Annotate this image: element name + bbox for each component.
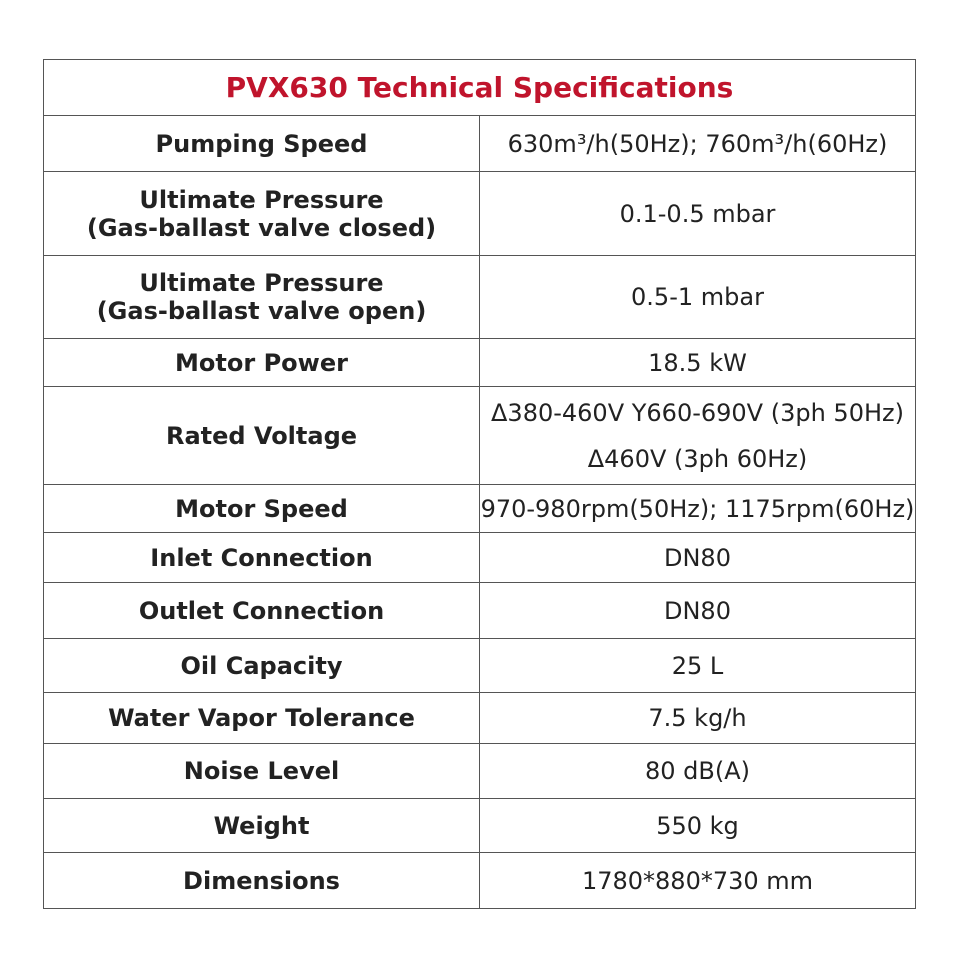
spec-value: DN80 — [479, 582, 916, 639]
spec-row: Ultimate Pressure (Gas-ballast valve clos… — [43, 171, 916, 256]
spec-value: 550 kg — [479, 798, 916, 853]
cell-line: 630m³/h(50Hz); 760m³/h(60Hz) — [507, 129, 888, 158]
cell-line: Δ460V (3ph 60Hz) — [587, 444, 808, 473]
spec-label: Ultimate Pressure (Gas-ballast valve clos… — [43, 171, 480, 256]
spec-label: Pumping Speed — [43, 115, 480, 172]
cell-line: Weight — [213, 811, 310, 840]
cell-line: Δ380-460V Y660-690V (3ph 50Hz) — [491, 398, 904, 427]
spec-label: Rated Voltage — [43, 386, 480, 485]
spec-value: 7.5 kg/h — [479, 692, 916, 744]
spec-row: Oil Capacity 25 L — [43, 638, 916, 693]
cell-line: (Gas-ballast valve closed) — [86, 213, 437, 242]
cell-line: Dimensions — [183, 866, 340, 895]
spec-row: Pumping Speed 630m³/h(50Hz); 760m³/h(60Hz… — [43, 115, 916, 172]
spec-value: 0.5-1 mbar — [479, 255, 916, 339]
spec-value: 80 dB(A) — [479, 743, 916, 799]
spec-value: Δ380-460V Y660-690V (3ph 50Hz) Δ460V (3ph… — [479, 386, 916, 485]
cell-line: 0.5-1 mbar — [631, 283, 764, 311]
spec-label: Water Vapor Tolerance — [43, 692, 480, 744]
spec-value: 0.1-0.5 mbar — [479, 171, 916, 256]
spec-label: Motor Power — [43, 338, 480, 387]
cell-line: Ultimate Pressure — [139, 269, 384, 297]
spec-row: Weight 550 kg — [43, 798, 916, 853]
table-title: PVX630 Technical Specifications — [43, 59, 916, 116]
cell-line: Rated Voltage — [165, 421, 358, 450]
cell-line: Pumping Speed — [155, 129, 368, 158]
spec-row: Noise Level 80 dB(A) — [43, 743, 916, 799]
cell-line: Inlet Connection — [150, 543, 373, 572]
spec-label: Noise Level — [43, 743, 480, 799]
spec-row: Dimensions 1780*880*730 mm — [43, 852, 916, 909]
spec-label: Oil Capacity — [43, 638, 480, 693]
cell-line: Water Vapor Tolerance — [108, 704, 415, 732]
spec-value: 970-980rpm(50Hz); 1175rpm(60Hz) — [479, 484, 916, 533]
spec-row: Motor Power 18.5 kW — [43, 338, 916, 387]
spec-label: Motor Speed — [43, 484, 480, 533]
spec-row: Outlet Connection DN80 — [43, 582, 916, 639]
cell-line: Motor Speed — [175, 494, 348, 523]
title-row: PVX630 Technical Specifications — [43, 59, 916, 116]
cell-line: 550 kg — [656, 811, 739, 840]
spec-label: Dimensions — [43, 852, 480, 909]
spec-label: Inlet Connection — [43, 532, 480, 583]
cell-line: Outlet Connection — [138, 596, 385, 625]
cell-line: Motor Power — [175, 348, 348, 377]
spec-label: Outlet Connection — [43, 582, 480, 639]
cell-line: Noise Level — [183, 757, 340, 785]
spec-table: PVX630 Technical Specifications Pumping … — [43, 59, 916, 909]
cell-line: 970-980rpm(50Hz); 1175rpm(60Hz) — [480, 494, 915, 523]
cell-line: 18.5 kW — [648, 348, 747, 377]
spec-row: Ultimate Pressure (Gas-ballast valve open… — [43, 255, 916, 339]
spec-row: Water Vapor Tolerance 7.5 kg/h — [43, 692, 916, 744]
spec-value: 18.5 kW — [479, 338, 916, 387]
cell-line: 25 L — [671, 651, 724, 680]
cell-line: (Gas-ballast valve open) — [96, 297, 427, 325]
spec-row: Inlet Connection DN80 — [43, 532, 916, 583]
spec-label: Weight — [43, 798, 480, 853]
spec-row: Rated Voltage Δ380-460V Y660-690V (3ph 50… — [43, 386, 916, 485]
cell-line: 1780*880*730 mm — [581, 866, 814, 895]
spec-value: DN80 — [479, 532, 916, 583]
cell-line: Ultimate Pressure — [139, 185, 384, 214]
spec-value: 1780*880*730 mm — [479, 852, 916, 909]
cell-line: 0.1-0.5 mbar — [619, 199, 776, 228]
spec-value: 630m³/h(50Hz); 760m³/h(60Hz) — [479, 115, 916, 172]
spec-label: Ultimate Pressure (Gas-ballast valve open… — [43, 255, 480, 339]
cell-line: DN80 — [664, 543, 731, 572]
spec-row: Motor Speed 970-980rpm(50Hz); 1175rpm(60H… — [43, 484, 916, 533]
cell-line: Oil Capacity — [180, 651, 343, 680]
cell-line: 80 dB(A) — [644, 757, 750, 785]
cell-line: DN80 — [664, 596, 731, 625]
spec-value: 25 L — [479, 638, 916, 693]
cell-line: 7.5 kg/h — [648, 704, 747, 732]
